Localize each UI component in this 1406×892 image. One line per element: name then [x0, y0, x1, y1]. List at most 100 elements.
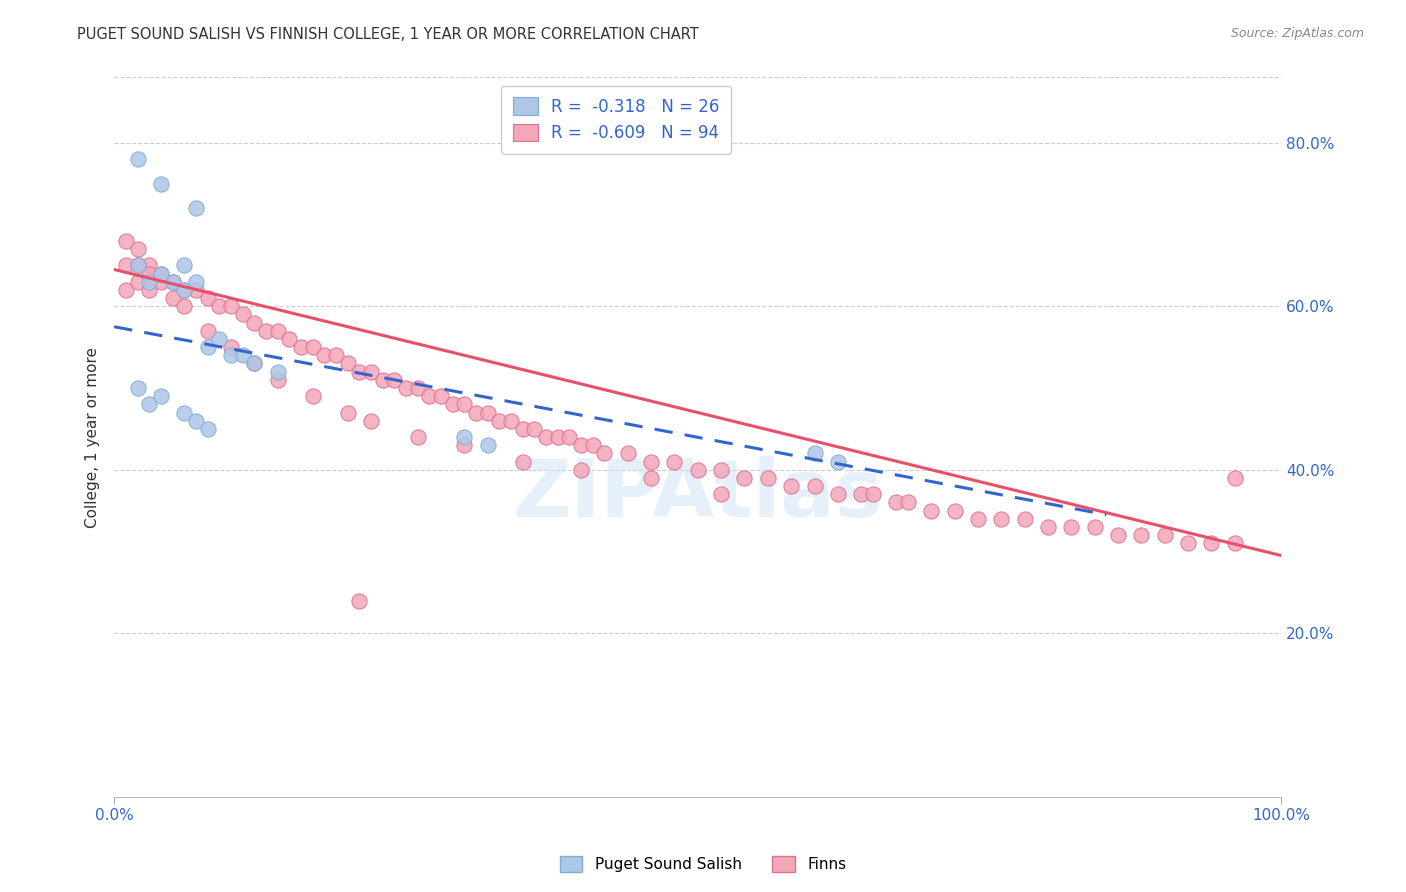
- Point: [243, 357, 266, 371]
- Point: [640, 471, 662, 485]
- Point: [349, 365, 371, 379]
- Point: [1177, 536, 1199, 550]
- Point: [184, 414, 207, 428]
- Point: [477, 438, 499, 452]
- Point: [360, 414, 382, 428]
- Point: [127, 152, 149, 166]
- Point: [1107, 528, 1129, 542]
- Point: [336, 405, 359, 419]
- Point: [547, 430, 569, 444]
- Point: [582, 438, 605, 452]
- Point: [569, 438, 592, 452]
- Point: [197, 324, 219, 338]
- Point: [115, 259, 138, 273]
- Point: [477, 405, 499, 419]
- Point: [569, 463, 592, 477]
- Point: [920, 503, 942, 517]
- Point: [197, 340, 219, 354]
- Point: [734, 471, 756, 485]
- Point: [1153, 528, 1175, 542]
- Legend: R =  -0.318   N = 26, R =  -0.609   N = 94: R = -0.318 N = 26, R = -0.609 N = 94: [501, 86, 731, 153]
- Point: [1014, 512, 1036, 526]
- Point: [943, 503, 966, 517]
- Point: [406, 381, 429, 395]
- Point: [349, 593, 371, 607]
- Point: [127, 242, 149, 256]
- Point: [138, 283, 160, 297]
- Point: [616, 446, 638, 460]
- Point: [710, 487, 733, 501]
- Point: [115, 283, 138, 297]
- Point: [149, 275, 172, 289]
- Point: [138, 259, 160, 273]
- Point: [127, 259, 149, 273]
- Point: [208, 299, 231, 313]
- Legend: Puget Sound Salish, Finns: Puget Sound Salish, Finns: [553, 848, 853, 880]
- Point: [127, 259, 149, 273]
- Point: [219, 340, 242, 354]
- Point: [301, 389, 323, 403]
- Point: [897, 495, 920, 509]
- Point: [686, 463, 709, 477]
- Point: [232, 348, 254, 362]
- Point: [371, 373, 394, 387]
- Point: [1084, 520, 1107, 534]
- Point: [780, 479, 803, 493]
- Point: [534, 430, 557, 444]
- Point: [453, 397, 475, 411]
- Point: [1223, 471, 1246, 485]
- Point: [640, 454, 662, 468]
- Point: [512, 454, 534, 468]
- Point: [827, 487, 849, 501]
- Point: [162, 291, 184, 305]
- Point: [499, 414, 522, 428]
- Point: [301, 340, 323, 354]
- Point: [173, 259, 195, 273]
- Point: [266, 324, 288, 338]
- Point: [1036, 520, 1059, 534]
- Text: Source: ZipAtlas.com: Source: ZipAtlas.com: [1230, 27, 1364, 40]
- Point: [219, 299, 242, 313]
- Text: ZIPAtlas: ZIPAtlas: [512, 456, 883, 533]
- Point: [430, 389, 453, 403]
- Point: [173, 405, 195, 419]
- Point: [851, 487, 873, 501]
- Point: [138, 397, 160, 411]
- Point: [990, 512, 1012, 526]
- Point: [115, 234, 138, 248]
- Point: [266, 373, 288, 387]
- Point: [453, 430, 475, 444]
- Point: [243, 357, 266, 371]
- Point: [138, 267, 160, 281]
- Point: [1060, 520, 1083, 534]
- Point: [967, 512, 990, 526]
- Point: [173, 299, 195, 313]
- Point: [149, 267, 172, 281]
- Point: [382, 373, 405, 387]
- Point: [664, 454, 686, 468]
- Point: [127, 275, 149, 289]
- Point: [232, 308, 254, 322]
- Point: [710, 463, 733, 477]
- Point: [395, 381, 418, 395]
- Point: [162, 275, 184, 289]
- Point: [219, 348, 242, 362]
- Point: [406, 430, 429, 444]
- Point: [465, 405, 488, 419]
- Point: [162, 275, 184, 289]
- Point: [1201, 536, 1223, 550]
- Point: [254, 324, 277, 338]
- Point: [884, 495, 907, 509]
- Point: [173, 283, 195, 297]
- Point: [453, 438, 475, 452]
- Point: [184, 201, 207, 215]
- Point: [862, 487, 884, 501]
- Point: [1223, 536, 1246, 550]
- Point: [197, 422, 219, 436]
- Point: [266, 365, 288, 379]
- Point: [325, 348, 347, 362]
- Point: [197, 291, 219, 305]
- Point: [149, 389, 172, 403]
- Point: [138, 275, 160, 289]
- Point: [512, 422, 534, 436]
